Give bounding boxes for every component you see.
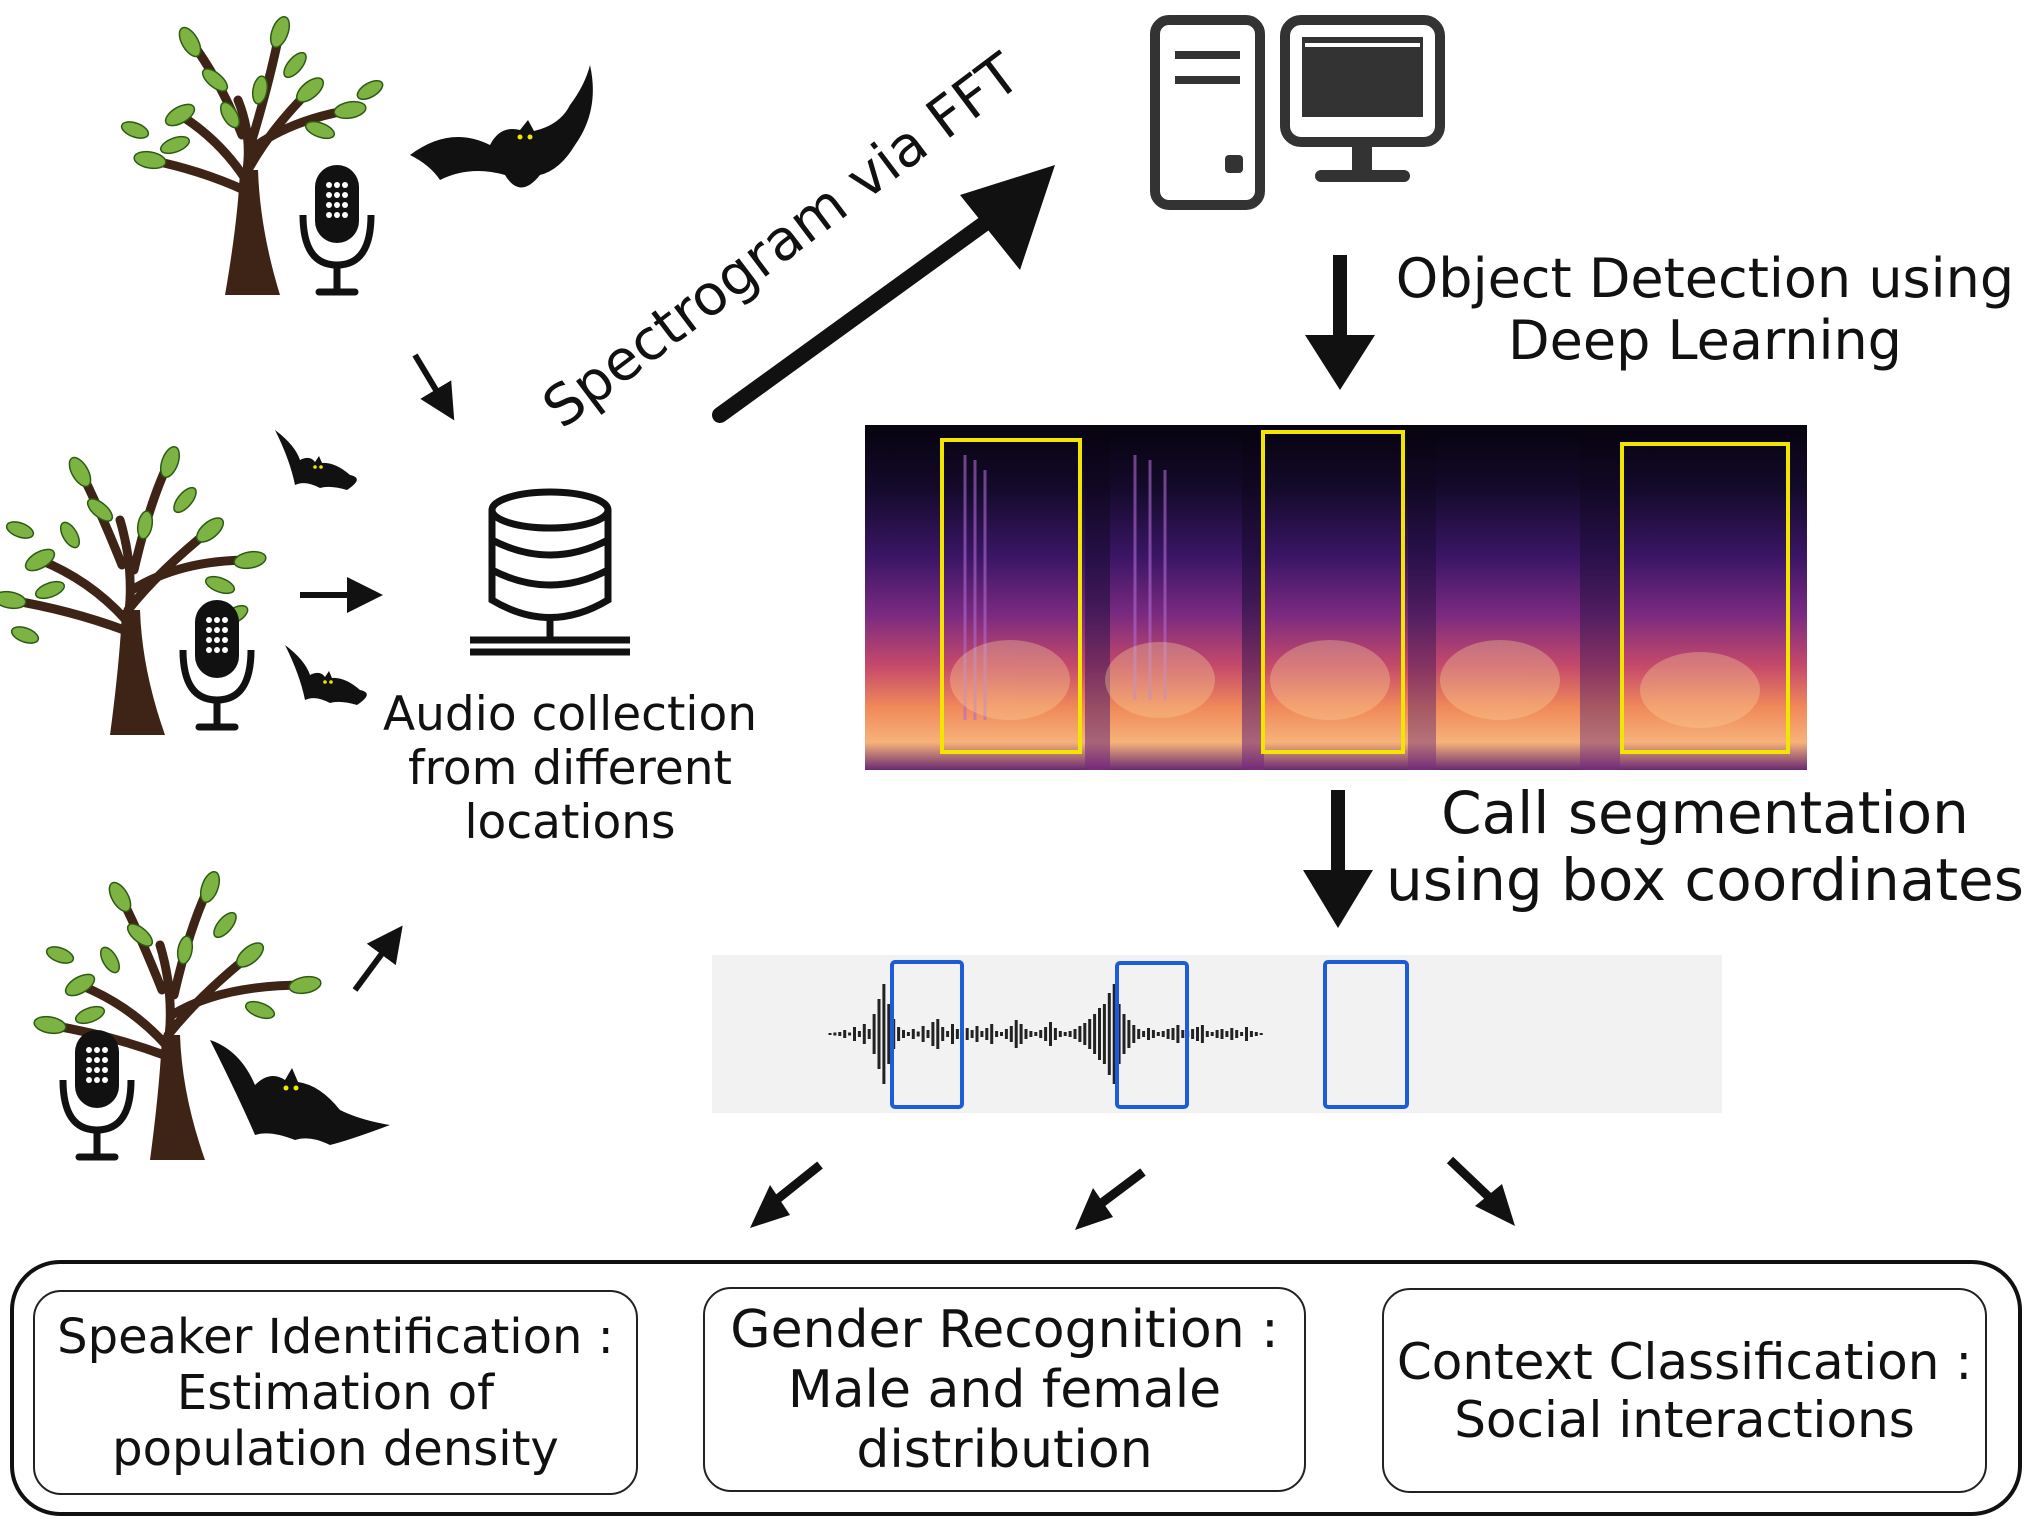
- flow-arrow: [1092, 1168, 1146, 1212]
- database-icon: [470, 488, 630, 656]
- arrow-head: [1475, 1184, 1515, 1226]
- task-context-classification: Context Classification : Social interact…: [1382, 1288, 1987, 1493]
- flow-arrow: [412, 353, 455, 421]
- spectrogram-image: [865, 425, 1807, 770]
- microphone-icon: [179, 600, 255, 731]
- tree-icon: [120, 15, 384, 295]
- bat-icon: [285, 645, 367, 705]
- arrow-head: [1075, 1188, 1113, 1230]
- microphone-icon: [59, 1030, 135, 1161]
- flow-arrow: [352, 925, 403, 992]
- flow-arrow: [1446, 1156, 1496, 1204]
- segmentation-label: Call segmentation using box coordinates: [1386, 779, 2024, 914]
- fft-arrow-head: [960, 165, 1055, 270]
- detection-label: Object Detection using Deep Learning: [1395, 247, 2015, 373]
- bat-icon: [210, 1040, 390, 1145]
- task-speaker-identification: Speaker Identification : Estimation of p…: [33, 1290, 638, 1495]
- collection-label: Audio collection from different location…: [382, 687, 758, 851]
- computer-tower-icon: [1150, 15, 1265, 210]
- segment-box: [890, 960, 1409, 1109]
- tree-icon: [0, 445, 267, 735]
- microphone-icon: [299, 165, 375, 296]
- bat-icon: [275, 430, 357, 490]
- arrow-head: [750, 1185, 790, 1228]
- arrow-head: [1303, 870, 1373, 928]
- detection-box: [940, 430, 1790, 754]
- tree-icon: [33, 870, 322, 1160]
- bat-icon: [410, 65, 593, 188]
- arrow-head: [1305, 335, 1375, 390]
- task-gender-recognition: Gender Recognition : Male and female dis…: [703, 1287, 1306, 1492]
- monitor-icon: [1280, 15, 1445, 182]
- fft-arrow: [712, 197, 1018, 423]
- tasks-container: [10, 1260, 2022, 1516]
- waveform-bars: [828, 984, 1263, 1084]
